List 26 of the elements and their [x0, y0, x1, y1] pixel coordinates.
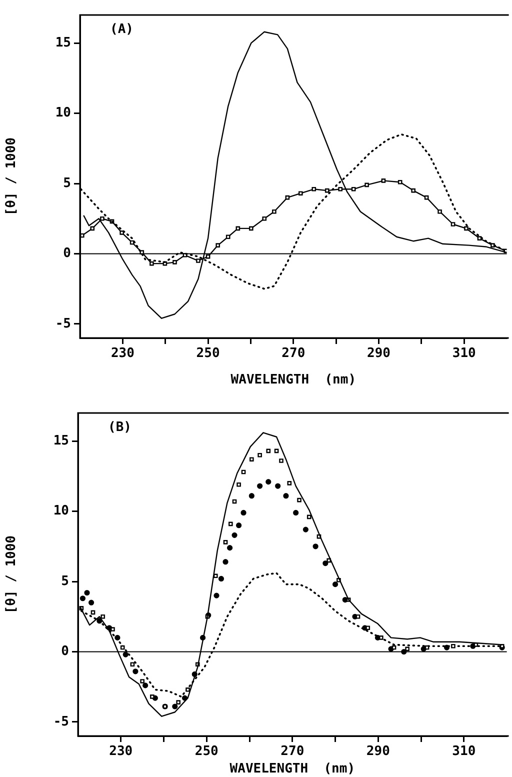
x-tick-label: 270 [282, 346, 306, 362]
x-tick-label: 230 [110, 346, 135, 362]
x-tick-label: 250 [196, 346, 220, 362]
x-tick-label: 310 [452, 744, 476, 760]
y-axis-title: [θ] / 1000 [4, 535, 20, 614]
x-tick-label: 270 [280, 744, 304, 760]
y-tick-label: 10 [53, 504, 70, 519]
x-tick-label: 290 [366, 744, 390, 760]
annotation: (B) [108, 420, 132, 435]
x-tick-label: 290 [367, 346, 391, 362]
x-tick-label: 250 [194, 744, 219, 760]
y-tick-label: 5 [61, 574, 69, 589]
y-tick-label: 10 [55, 106, 72, 121]
y-tick-label: 5 [63, 176, 71, 191]
y-tick-label: -5 [55, 316, 71, 332]
x-axis-title: WAVELENGTH (nm) [230, 372, 356, 388]
x-axis-title: WAVELENGTH (nm) [230, 762, 356, 777]
y-tick-label: 0 [63, 246, 72, 262]
x-tick-label: 310 [452, 346, 476, 362]
x-tick-label: 230 [109, 744, 133, 760]
y-tick-label: 15 [53, 433, 69, 448]
y-axis-title: [θ] / 1000 [4, 137, 20, 216]
y-tick-label: 0 [61, 644, 70, 660]
annotation: (A) [110, 22, 134, 37]
y-tick-label: -5 [53, 714, 69, 730]
y-tick-label: 15 [55, 35, 71, 50]
